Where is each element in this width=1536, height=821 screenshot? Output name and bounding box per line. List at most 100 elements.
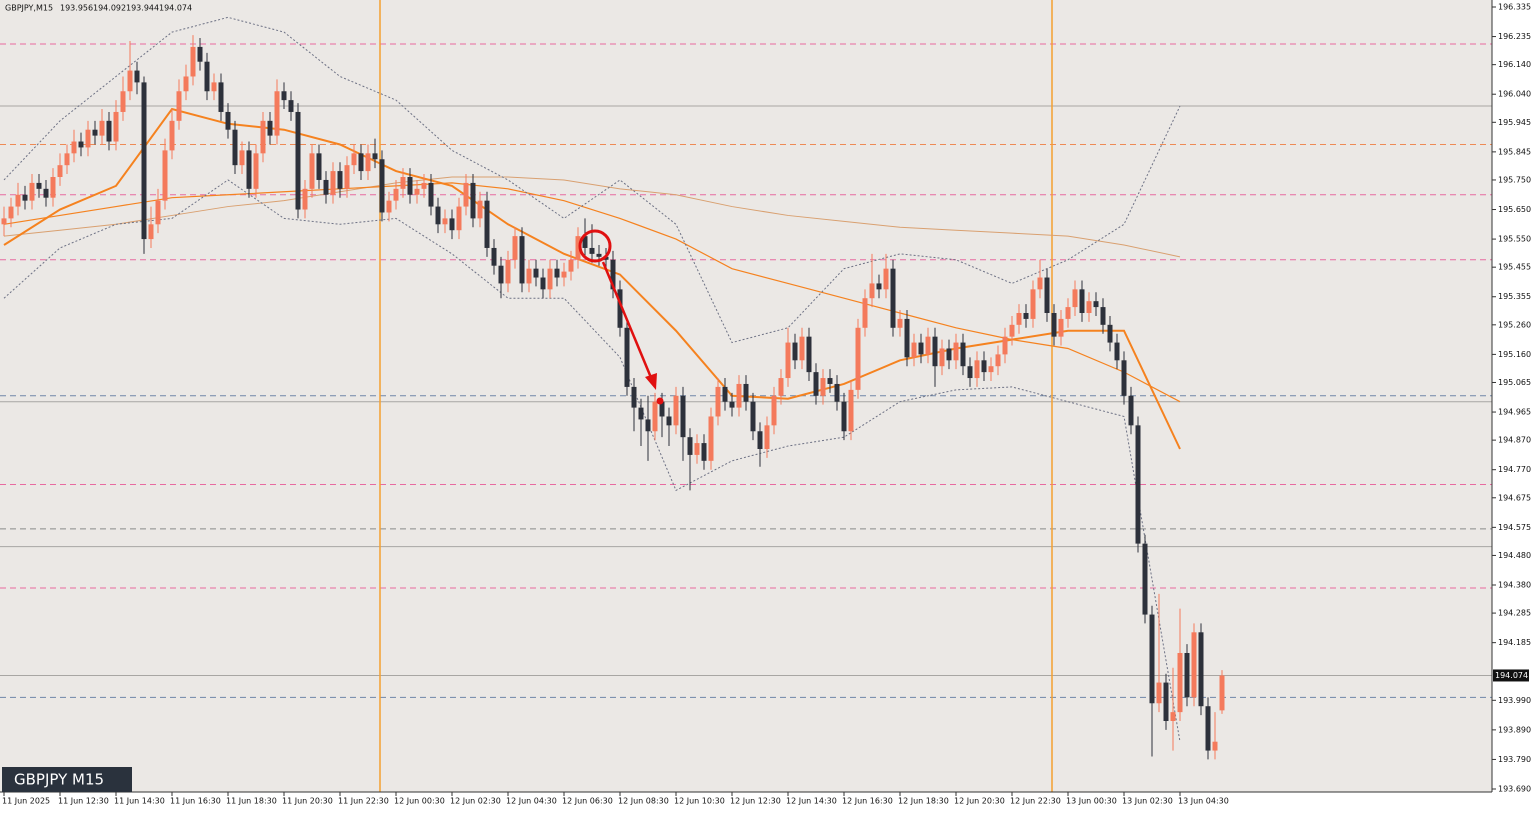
candle-body — [526, 268, 532, 284]
candle-body — [1163, 682, 1169, 721]
candle-body — [106, 120, 112, 142]
candle-body — [967, 366, 973, 379]
candle-body — [183, 76, 189, 92]
candle-body — [393, 188, 399, 201]
y-tick-label: 194.285 — [1498, 609, 1531, 618]
candle-body — [225, 111, 231, 130]
candle-body — [99, 120, 105, 136]
candle-body — [575, 236, 581, 260]
candle-body — [449, 218, 455, 231]
candle-body — [519, 236, 525, 284]
x-axis: 11 Jun 2025 11 Jun 12:30 11 Jun 14:30 11 Ju… — [2, 792, 1229, 806]
candle-body — [1135, 425, 1141, 544]
candle-body — [260, 120, 266, 154]
candle-body — [834, 383, 840, 402]
candle-body — [1, 218, 7, 225]
y-tick-label: 195.455 — [1498, 263, 1531, 272]
candle-body — [638, 407, 644, 420]
candle-body — [1121, 360, 1127, 396]
candle-body — [603, 256, 609, 260]
candle-body — [1212, 741, 1218, 751]
y-tick-label: 195.550 — [1498, 235, 1531, 244]
y-tick-label: 194.675 — [1498, 493, 1531, 502]
candle-body — [554, 268, 560, 278]
x-tick-label: 11 Jun 18:30 — [226, 797, 277, 806]
candle-body — [1156, 682, 1162, 704]
candle-body — [323, 179, 329, 195]
candle-body — [939, 348, 945, 367]
y-tick-label: 195.845 — [1498, 147, 1531, 156]
y-tick-label: 194.965 — [1498, 408, 1531, 417]
candle-body — [288, 100, 294, 112]
candle-body — [316, 153, 322, 180]
candle-body — [8, 206, 14, 219]
candle-body — [22, 194, 28, 201]
x-tick-label: 11 Jun 16:30 — [170, 797, 221, 806]
candle-body — [204, 61, 210, 92]
candle-body — [1170, 712, 1176, 721]
annotation-arrow — [601, 261, 654, 381]
candle-body — [596, 253, 602, 257]
y-tick-label: 196.040 — [1498, 90, 1531, 99]
indicator-line — [3, 179, 1181, 742]
candle-body — [1016, 313, 1022, 325]
y-tick-label: 194.480 — [1498, 551, 1531, 560]
x-tick-label: 12 Jun 10:30 — [674, 797, 725, 806]
candle-body — [582, 236, 588, 248]
candle-body — [890, 268, 896, 328]
y-axis: 196.335 196.235 196.140 196.040 195.945 195.8… — [1492, 3, 1531, 794]
y-tick-label: 196.140 — [1498, 60, 1531, 69]
ohlc-high: 194.092 — [93, 4, 126, 13]
x-tick-label: 13 Jun 04:30 — [1178, 797, 1229, 806]
candle-body — [1149, 614, 1155, 704]
y-tick-label: 193.990 — [1498, 696, 1531, 705]
candle-body — [652, 401, 658, 432]
candle-body — [456, 206, 462, 231]
y-tick-label: 194.870 — [1498, 436, 1531, 445]
candle-body — [197, 46, 203, 62]
candle-body — [1219, 675, 1225, 711]
candle-body — [729, 401, 735, 408]
candle-body — [897, 318, 903, 328]
candle-body — [1044, 277, 1050, 313]
candle-body — [337, 171, 343, 189]
candle-body — [778, 378, 784, 396]
candle-body — [645, 419, 651, 432]
y-tick-label: 196.335 — [1498, 3, 1531, 12]
x-tick-label: 12 Jun 14:30 — [786, 797, 837, 806]
candle-body — [855, 327, 861, 390]
candle-body — [911, 342, 917, 358]
candle-body — [589, 247, 595, 254]
candle-body — [36, 182, 42, 189]
candle-body — [995, 354, 1001, 367]
candle-body — [1065, 307, 1071, 319]
candle-body — [1051, 313, 1057, 337]
candle-body — [239, 150, 245, 166]
y-tick-label: 195.750 — [1498, 175, 1531, 184]
x-tick-label: 12 Jun 04:30 — [506, 797, 557, 806]
candle-body — [1030, 289, 1036, 319]
x-tick-label: 11 Jun 20:30 — [282, 797, 333, 806]
candle-body — [953, 342, 959, 361]
candles — [1, 35, 1225, 760]
candle-body — [134, 70, 140, 83]
candle-body — [624, 327, 630, 387]
x-tick-label: 11 Jun 12:30 — [58, 797, 109, 806]
annotation-circle — [578, 229, 612, 263]
candle-body — [127, 70, 133, 92]
y-tick-label: 194.575 — [1498, 523, 1531, 532]
current-price: 194.074 — [1495, 671, 1528, 680]
candle-body — [15, 194, 21, 207]
y-tick-label: 195.945 — [1498, 118, 1531, 127]
candle-body — [946, 348, 952, 361]
candle-body — [792, 342, 798, 361]
candle-body — [981, 360, 987, 373]
candle-body — [862, 298, 868, 328]
candle-body — [155, 200, 161, 225]
candle-body — [302, 188, 308, 210]
candle-body — [750, 401, 756, 432]
candle-body — [253, 153, 259, 189]
time-axis — [0, 792, 1492, 817]
candle-body — [932, 336, 938, 367]
candle-body — [246, 150, 252, 189]
